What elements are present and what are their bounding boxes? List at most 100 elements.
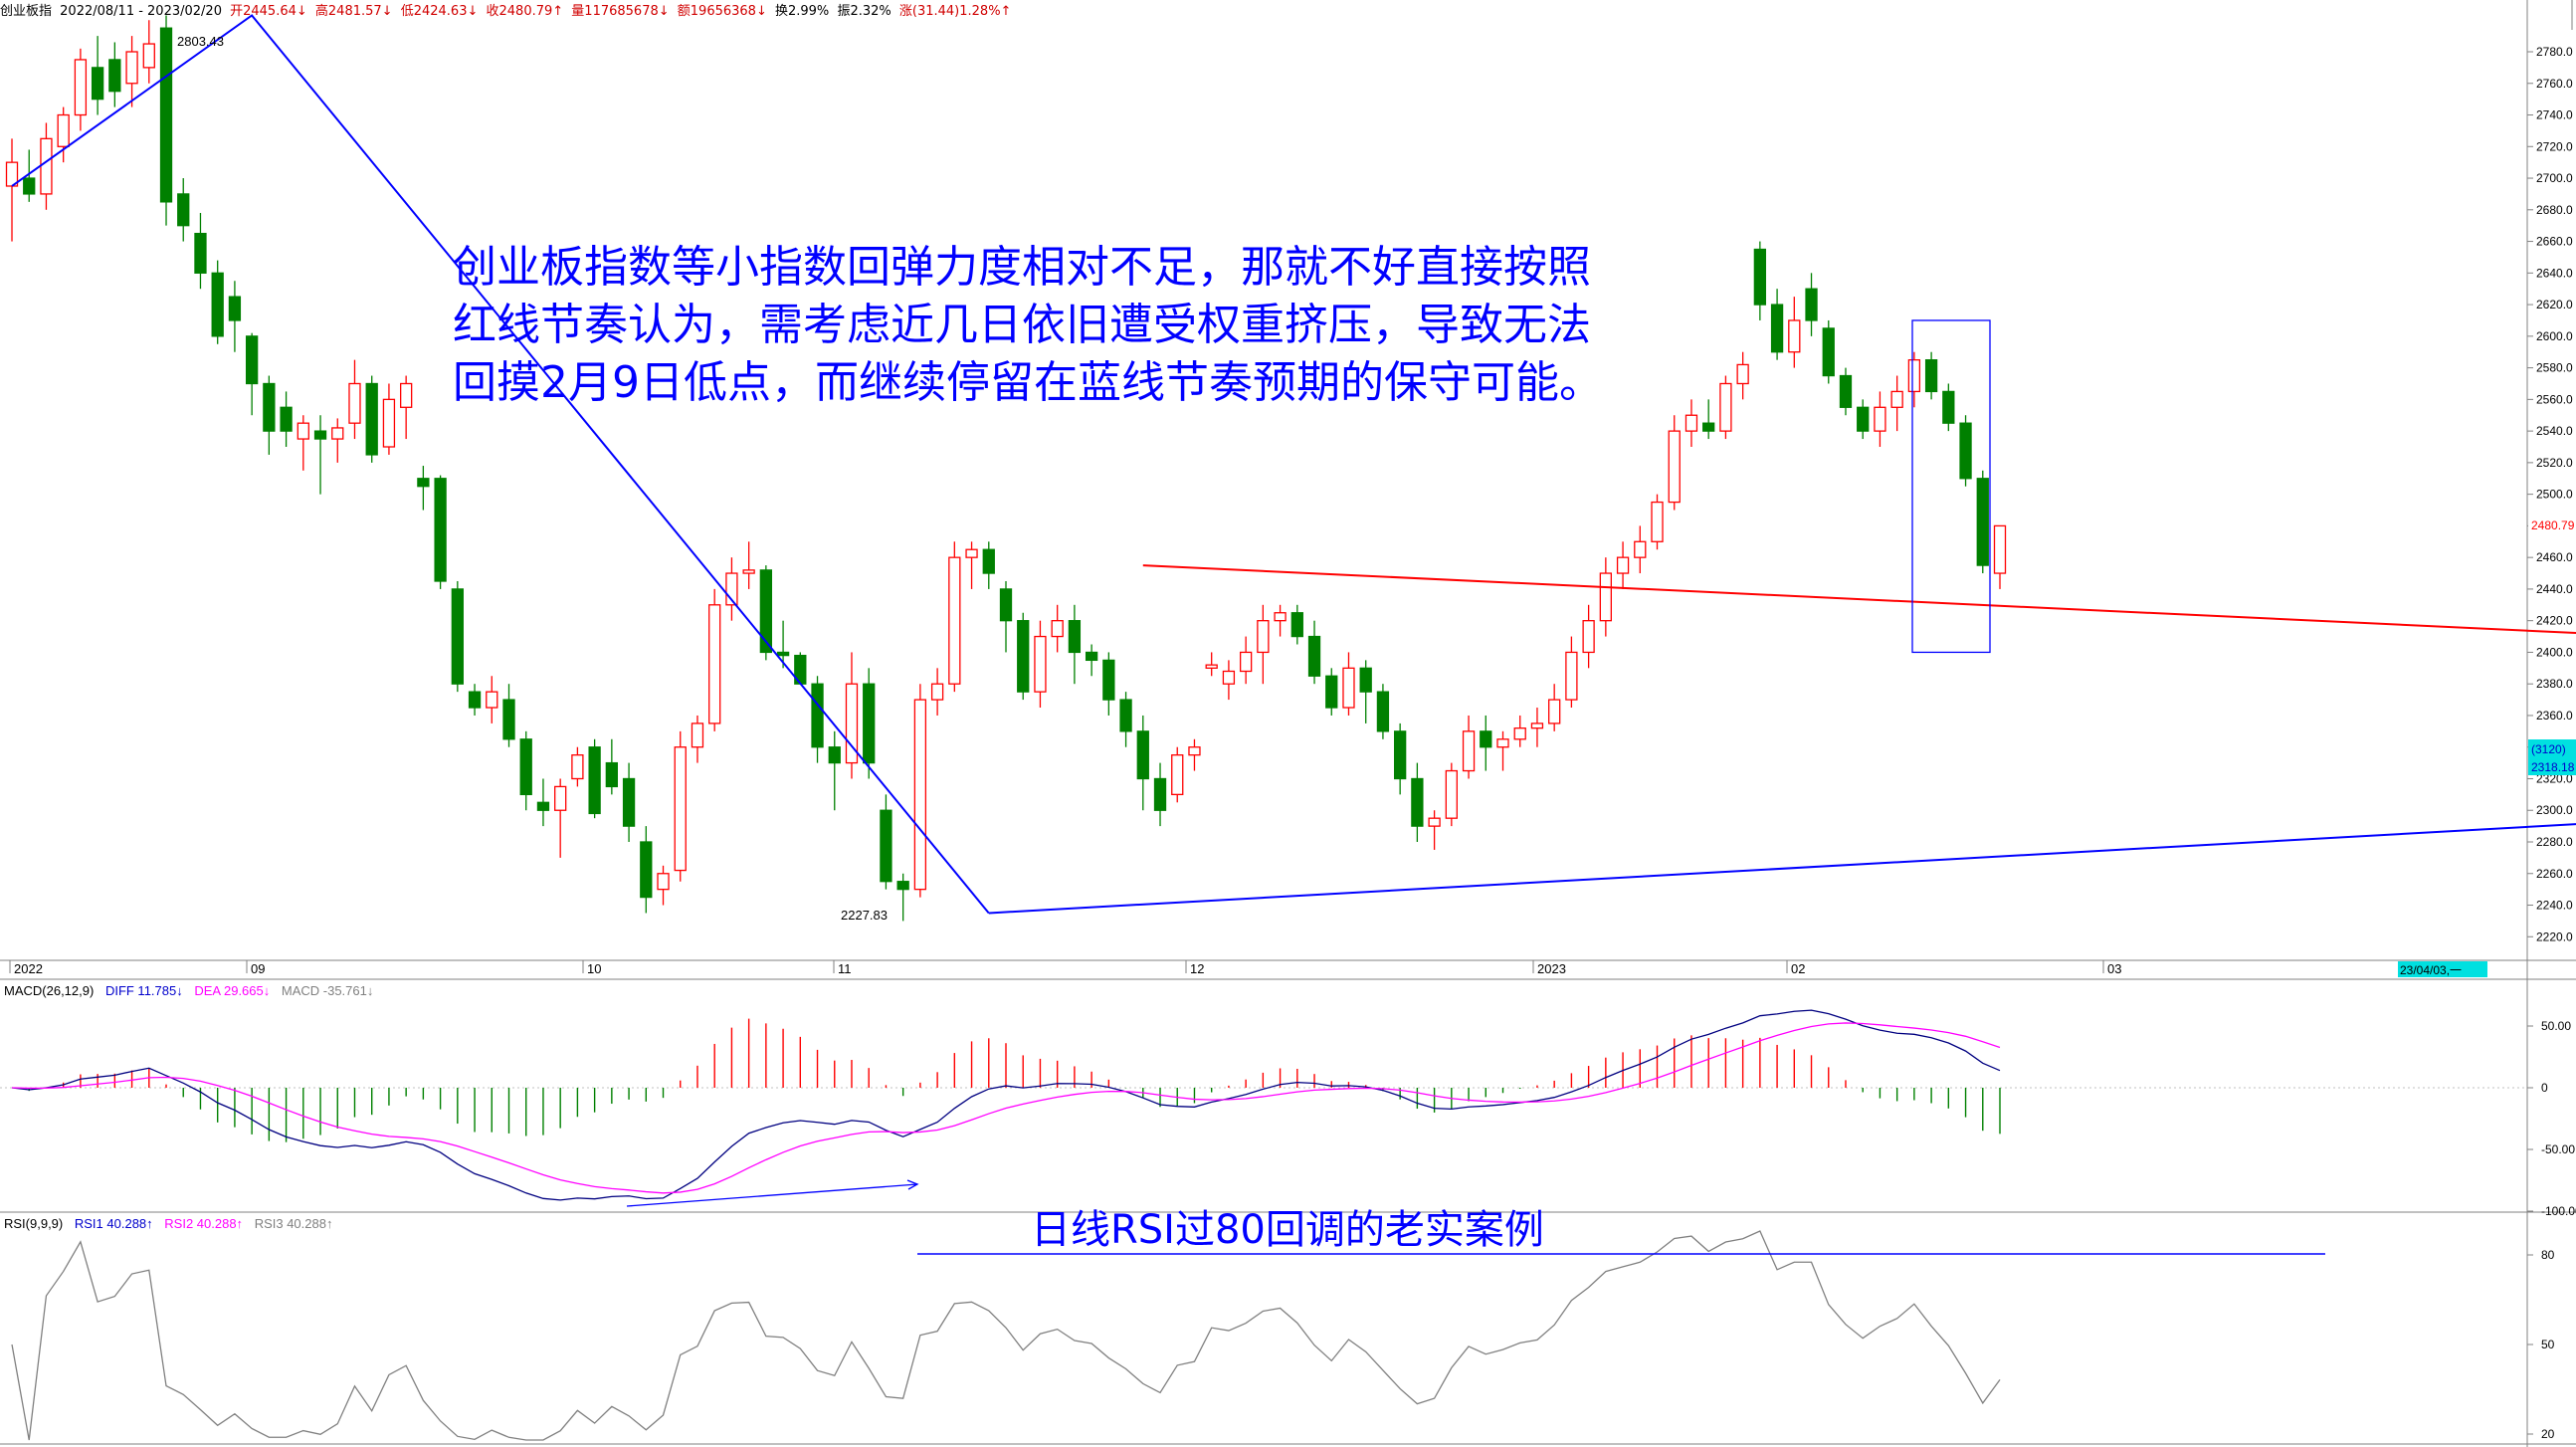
annotation-line: 回摸2月9日低点，而继续停留在蓝线节奏预期的保守可能。 — [453, 357, 1603, 408]
candle-body — [1188, 746, 1201, 756]
candle-body — [674, 746, 687, 872]
x-tick-label: 09 — [251, 961, 265, 976]
x-tick-label: 03 — [2107, 961, 2121, 976]
rsi1-value: RSI1 40.288↑ — [74, 1216, 153, 1231]
candle-body — [23, 177, 36, 195]
rsi-legend: RSI(9,9,9) RSI1 40.288↑ RSI2 40.288↑ RSI… — [4, 1216, 340, 1231]
blue-trend-line — [11, 14, 990, 915]
candle-body — [57, 113, 70, 147]
candle-body — [1857, 406, 1870, 432]
blue-trend-line — [988, 823, 2576, 915]
macd-divergence-arrow — [626, 1183, 918, 1207]
candle-body — [982, 548, 995, 574]
candle-body — [365, 382, 378, 456]
candle-body — [605, 761, 618, 788]
y-tick-label: 2300.0 — [2536, 803, 2573, 817]
candle-body — [177, 193, 190, 227]
candle-body — [40, 137, 53, 195]
y-tick-label: 2780.0 — [2536, 45, 2573, 59]
candle-body — [708, 604, 721, 724]
candle-body — [194, 232, 207, 274]
candle-body — [896, 881, 909, 891]
candle-body — [1342, 667, 1355, 709]
candle-body — [691, 723, 704, 748]
candle-body — [657, 873, 670, 891]
y-tick-label: 2360.0 — [2536, 709, 2573, 723]
candle-body — [313, 430, 327, 440]
candle-body — [1274, 612, 1287, 622]
y-tick-label: 2440.0 — [2536, 582, 2573, 596]
candle-body — [1942, 390, 1955, 424]
y-tick-label: 2220.0 — [2536, 930, 2573, 943]
candle-body — [1017, 620, 1030, 693]
candle-body — [486, 691, 498, 709]
candle-body — [1290, 612, 1303, 638]
candle-body — [863, 683, 876, 764]
y-tick-label: 2420.0 — [2536, 614, 2573, 628]
candle-body — [725, 572, 738, 606]
candle-body — [159, 27, 173, 203]
candle-body — [211, 272, 224, 337]
candle-body — [108, 59, 121, 93]
amount-value: 额19656368↓ — [677, 4, 767, 19]
macd-tick-label: 50.00 — [2541, 1019, 2571, 1033]
macd-title: MACD(26,12,9) — [4, 983, 95, 998]
candle-body — [1805, 288, 1818, 321]
candle-body — [759, 569, 773, 654]
macd-value: MACD -35.761↓ — [281, 983, 374, 998]
candle-body — [1684, 414, 1698, 432]
chart-header: 创业板指 2022/08/11 - 2023/02/20 开2445.64↓ 高… — [0, 0, 1015, 20]
candle-body — [280, 406, 293, 432]
candle-body — [1651, 501, 1664, 542]
rsi-line — [11, 1230, 2001, 1441]
candle-body — [1257, 620, 1270, 654]
rsi-annotation: 日线RSI过80回调的老实案例 — [1031, 1207, 1544, 1253]
candle-body — [1890, 390, 1903, 408]
candle-body — [1394, 730, 1407, 780]
y-tick-label: 2760.0 — [2536, 77, 2573, 91]
close-value: 收2480.79↑ — [486, 4, 564, 19]
low-value: 低2424.63↓ — [400, 4, 479, 19]
macd-diff-line — [11, 1009, 2001, 1201]
macd-dea: DEA 29.665↓ — [194, 983, 271, 998]
candle-body — [1513, 727, 1526, 740]
projection-box — [1911, 319, 1991, 654]
date-range: 2022/08/11 - 2023/02/20 — [60, 4, 222, 19]
candle-body — [948, 556, 961, 685]
candle-body — [348, 382, 361, 424]
x-tick-label: 11 — [838, 961, 852, 976]
candle-body — [1788, 319, 1801, 353]
candle-body — [1376, 691, 1390, 732]
candle-body — [1548, 699, 1561, 724]
candle-body — [1582, 620, 1595, 654]
candle-body — [1068, 620, 1082, 654]
open-value: 开2445.64↓ — [230, 4, 307, 19]
candle-body — [1102, 659, 1115, 701]
candle-body — [965, 548, 978, 558]
annotation-line: 创业板指数等小指数回弹力度相对不足，那就不好直接按照 — [453, 242, 1591, 293]
candle-body — [1822, 327, 1835, 377]
candle-body — [1874, 406, 1886, 432]
y-tick-label: 2600.0 — [2536, 329, 2573, 343]
x-tick-label: 12 — [1190, 961, 1204, 976]
candle-body — [331, 427, 344, 440]
candle-body — [1993, 524, 2007, 574]
candle-body — [1976, 478, 1989, 566]
candle-body — [1668, 430, 1681, 504]
candle-body — [468, 691, 482, 709]
high-value: 高2481.57↓ — [314, 4, 393, 19]
candle-body — [930, 683, 944, 701]
rsi3-value: RSI3 40.288↑ — [254, 1216, 333, 1231]
candle-body — [1445, 769, 1458, 819]
y-tick-label: 2680.0 — [2536, 203, 2573, 217]
candle-body — [1959, 422, 1972, 480]
y-tick-label: 2380.0 — [2536, 677, 2573, 691]
candle-body — [1480, 730, 1492, 748]
y-tick-label: 2560.0 — [2536, 392, 2573, 406]
macd-diff: DIFF 11.785↓ — [104, 983, 183, 998]
x-tick-label: 2023 — [1537, 961, 1566, 976]
candle-body — [400, 382, 413, 408]
candle-body — [263, 382, 276, 432]
candle-body — [1599, 572, 1612, 622]
